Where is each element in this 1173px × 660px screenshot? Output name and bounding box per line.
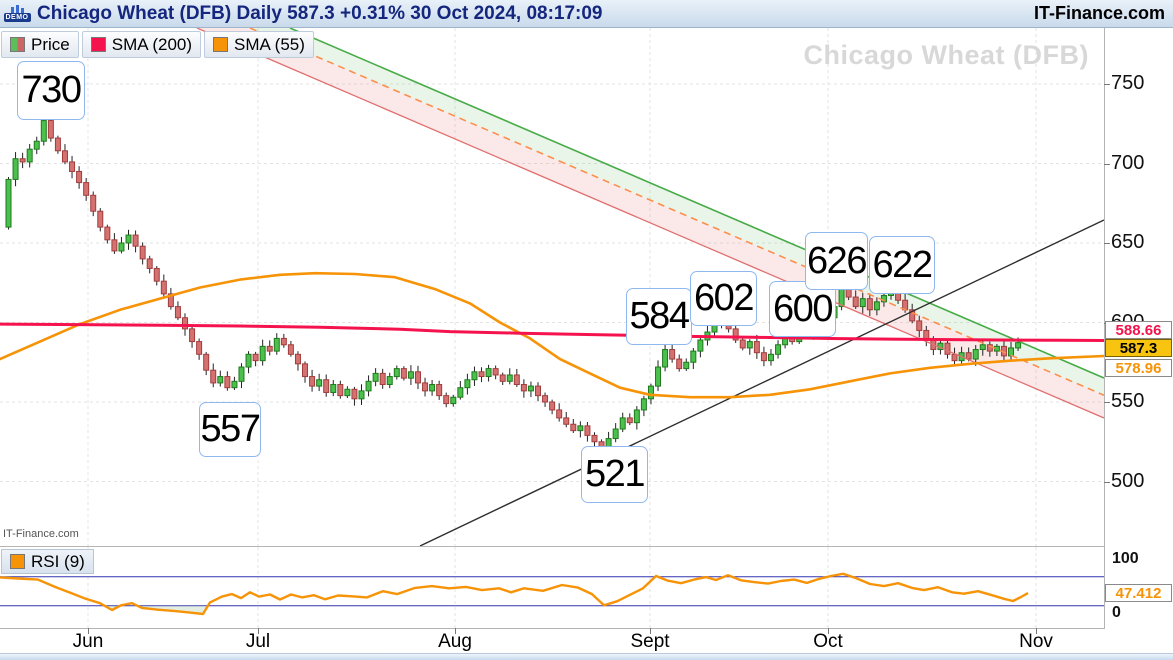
brand-logo-text: IT-Finance.com (1033, 3, 1165, 23)
legend-price-label: Price (31, 34, 70, 54)
rsi-swatch-icon (10, 554, 25, 569)
sma55-line (0, 271, 1104, 399)
chart-footnote: IT-Finance.com (3, 528, 79, 540)
rsi-bottom-border (0, 628, 1105, 629)
watermark: Chicago Wheat (DFB) (803, 40, 1089, 70)
price-axis-tick (1104, 402, 1110, 403)
price-axis-tick (1104, 481, 1110, 483)
rsi-line (0, 572, 1029, 616)
price-axis-border (1104, 28, 1105, 629)
time-axis-label: Aug (438, 631, 472, 652)
live-price-label-587.3: 587.3 (1105, 339, 1172, 357)
legend-sma200-label: SMA (200) (111, 34, 193, 54)
price-axis-tick (1104, 243, 1110, 244)
sma55-swatch-icon (213, 37, 229, 52)
time-axis-label: Oct (813, 631, 843, 652)
price-callout-622[interactable]: 622 (869, 236, 935, 294)
price-axis-label: 750 (1111, 72, 1145, 94)
instrument-title: Chicago Wheat (DFB) Daily 587.3 +0.31% 3… (37, 2, 603, 24)
live-price-label-578.96: 578.96 (1105, 359, 1172, 377)
price-callout-557[interactable]: 557 (199, 402, 261, 457)
time-axis-tick (1036, 628, 1037, 634)
price-swatch-icon (10, 37, 25, 52)
price-axis-label: 550 (1111, 390, 1145, 412)
sma200-swatch-icon (90, 37, 106, 52)
time-axis-tick (650, 628, 651, 634)
price-callout-602[interactable]: 602 (690, 271, 757, 326)
legend-sma55-label: SMA (55) (234, 34, 305, 54)
time-axis-tick (455, 628, 456, 634)
rsi-indicator-chart[interactable] (0, 547, 1104, 628)
price-axis-tick (1104, 163, 1110, 165)
time-axis-label: Jul (245, 631, 271, 652)
legend-rsi-label: RSI (9) (31, 551, 85, 571)
demo-label: DEMO (3, 13, 31, 22)
panel-divider[interactable] (0, 546, 1105, 547)
price-callout-521[interactable]: 521 (581, 446, 648, 503)
price-axis-label: 500 (1111, 469, 1145, 492)
time-axis-label: Jun (72, 631, 104, 652)
title-bar: DEMO Chicago Wheat (DFB) Daily 587.3 +0.… (0, 0, 1173, 28)
legend-tab-sma200[interactable]: SMA (200) (81, 31, 202, 58)
price-legend-row: Price SMA (200) SMA (55) (1, 31, 314, 58)
time-axis-label: Sept (630, 631, 670, 652)
price-callout-600[interactable]: 600 (769, 281, 836, 337)
time-axis-tick (258, 628, 259, 634)
sma200-line (0, 322, 1104, 342)
rsi-live-value-label: 47.412 (1105, 584, 1172, 602)
time-axis-tick (828, 628, 829, 634)
legend-tab-price[interactable]: Price (1, 31, 79, 58)
live-price-label-588.66: 588.66 (1105, 321, 1172, 339)
mini-candles-icon (10, 5, 24, 13)
main-price-chart[interactable] (0, 28, 1104, 547)
legend-tab-sma55[interactable]: SMA (55) (204, 31, 314, 58)
legend-tab-rsi[interactable]: RSI (9) (1, 549, 94, 574)
price-callout-730[interactable]: 730 (17, 61, 85, 120)
price-axis-tick (1104, 84, 1110, 85)
price-callout-584[interactable]: 584 (626, 288, 692, 345)
rsi-axis-min: 0 (1112, 604, 1121, 621)
price-axis-label: 700 (1111, 151, 1145, 174)
rsi-axis-max: 100 (1112, 550, 1139, 567)
price-callout-626[interactable]: 626 (805, 232, 868, 290)
bottom-scroll-strip[interactable] (0, 653, 1173, 660)
price-axis-label: 650 (1111, 231, 1145, 253)
time-axis-label: Nov (1019, 631, 1053, 652)
time-axis-tick (88, 628, 89, 634)
demo-badge-icon: DEMO (3, 5, 31, 22)
